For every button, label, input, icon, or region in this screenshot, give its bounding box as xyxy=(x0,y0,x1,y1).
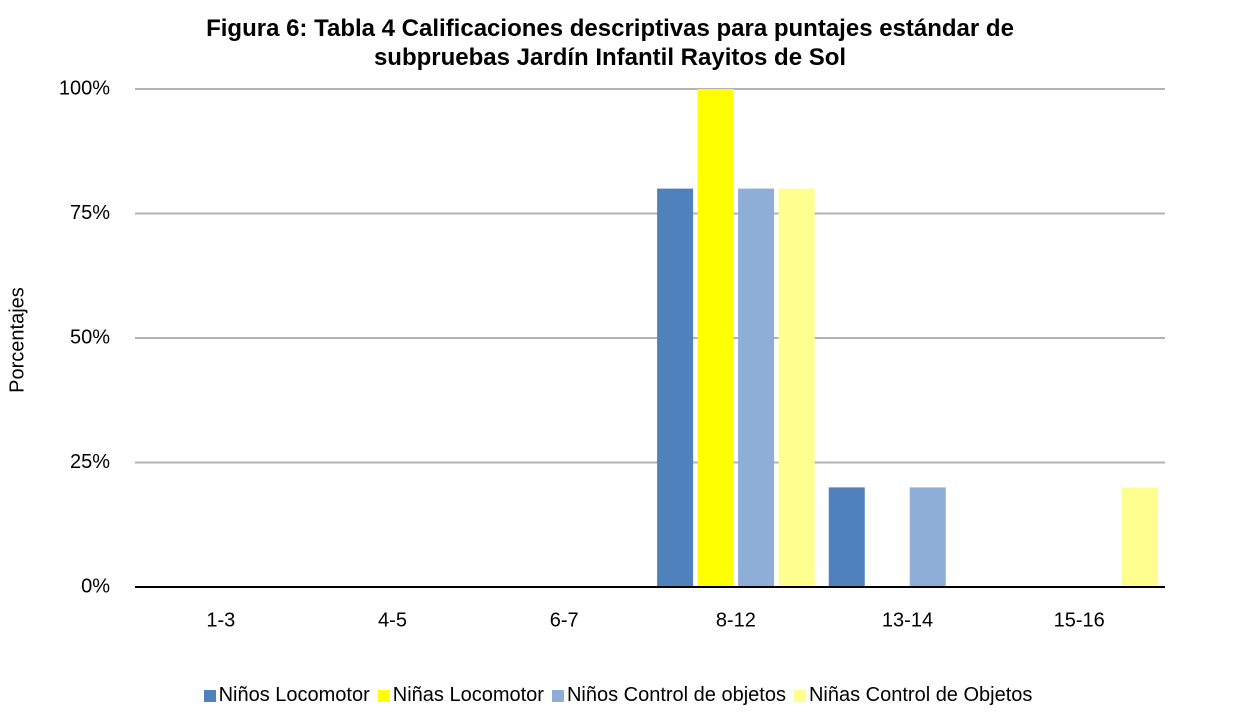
x-tick-label: 6-7 xyxy=(550,609,579,631)
x-tick-label: 15-16 xyxy=(1054,609,1105,631)
legend-swatch xyxy=(203,689,216,702)
chart-title: Figura 6: Tabla 4 Calificaciones descrip… xyxy=(206,15,1014,71)
y-tick-label: 0% xyxy=(81,575,110,597)
legend-swatch xyxy=(377,689,390,702)
bar xyxy=(657,188,694,587)
legend-item: Niñas Control de Objetos xyxy=(793,684,1033,707)
y-tick-label: 25% xyxy=(70,451,110,473)
legend-swatch xyxy=(551,689,564,702)
y-tick-label: 50% xyxy=(70,326,110,348)
bar xyxy=(738,188,775,587)
y-tick-label: 100% xyxy=(59,77,110,99)
x-tick-label: 4-5 xyxy=(378,609,407,631)
legend-item: Niños Control de objetos xyxy=(551,684,786,707)
legend-label: Niños Locomotor xyxy=(218,684,370,706)
bar xyxy=(828,487,865,587)
bar xyxy=(778,188,815,587)
y-axis-label: Porcentajes xyxy=(6,287,28,393)
legend-label: Niños Control de objetos xyxy=(566,684,786,706)
bar xyxy=(1121,487,1158,587)
y-tick-label: 75% xyxy=(70,202,110,224)
legend-item: Niños Locomotor xyxy=(203,684,370,707)
x-tick-label: 13-14 xyxy=(882,609,933,631)
legend-label: Niñas Locomotor xyxy=(392,684,544,706)
bar xyxy=(909,487,946,587)
x-tick-label: 8-12 xyxy=(716,609,756,631)
legend-label: Niñas Control de Objetos xyxy=(808,684,1033,706)
bar xyxy=(697,89,734,587)
legend-item: Niñas Locomotor xyxy=(377,684,544,707)
x-tick-label: 1-3 xyxy=(206,609,235,631)
legend: Niños Locomotor Niñas Locomotor Niños Cont… xyxy=(0,684,1236,707)
legend-swatch xyxy=(793,689,806,702)
